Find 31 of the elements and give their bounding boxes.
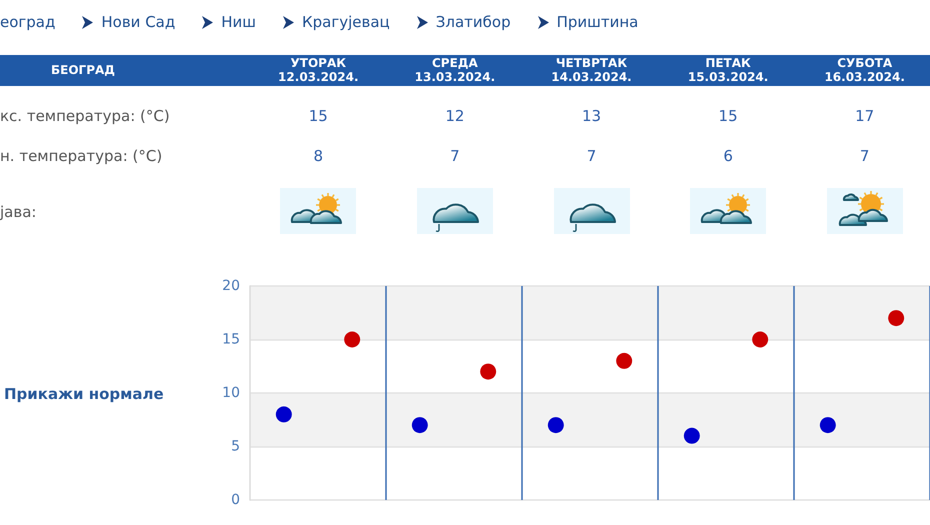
y-tick-label: 20 [222,278,240,294]
text: кс. температура: (°C) [0,107,170,125]
y-tick-label: 15 [222,332,240,348]
text: еоград [0,13,56,31]
data-label: 12 [445,107,464,125]
text: Ниш [221,13,256,31]
text: Нови Сад [101,13,176,31]
data-label: 7 [860,147,870,165]
text: БЕОГРАД [51,63,115,77]
data-label: 8 [314,147,324,165]
text: Прикажи нормале [4,385,164,403]
y-tick-label: 0 [231,492,240,508]
text: ПЕТАК 15.03.2024. [688,56,768,84]
y-tick-label: 10 [222,385,240,401]
text: Приштина [556,13,638,31]
data-label: 6 [723,147,733,165]
y-tick-label: 5 [231,438,240,454]
text: ЧЕТВРТАК 14.03.2024. [551,56,632,84]
text: УТОРАК 12.03.2024. [278,56,359,84]
text: СРЕДА 13.03.2024. [414,56,496,84]
data-label: 7 [450,147,460,165]
data-label: 13 [582,107,602,125]
data-label: 15 [308,107,328,125]
text: јава: [0,203,36,221]
text: Крагујевац [302,13,390,31]
data-label: 7 [586,147,596,165]
data-label: 17 [855,107,874,125]
text: Златибор [436,13,511,31]
text: н. температура: (°C) [0,147,162,165]
text: СУБОТА 16.03.2024. [824,56,905,84]
data-label: 15 [718,107,738,125]
